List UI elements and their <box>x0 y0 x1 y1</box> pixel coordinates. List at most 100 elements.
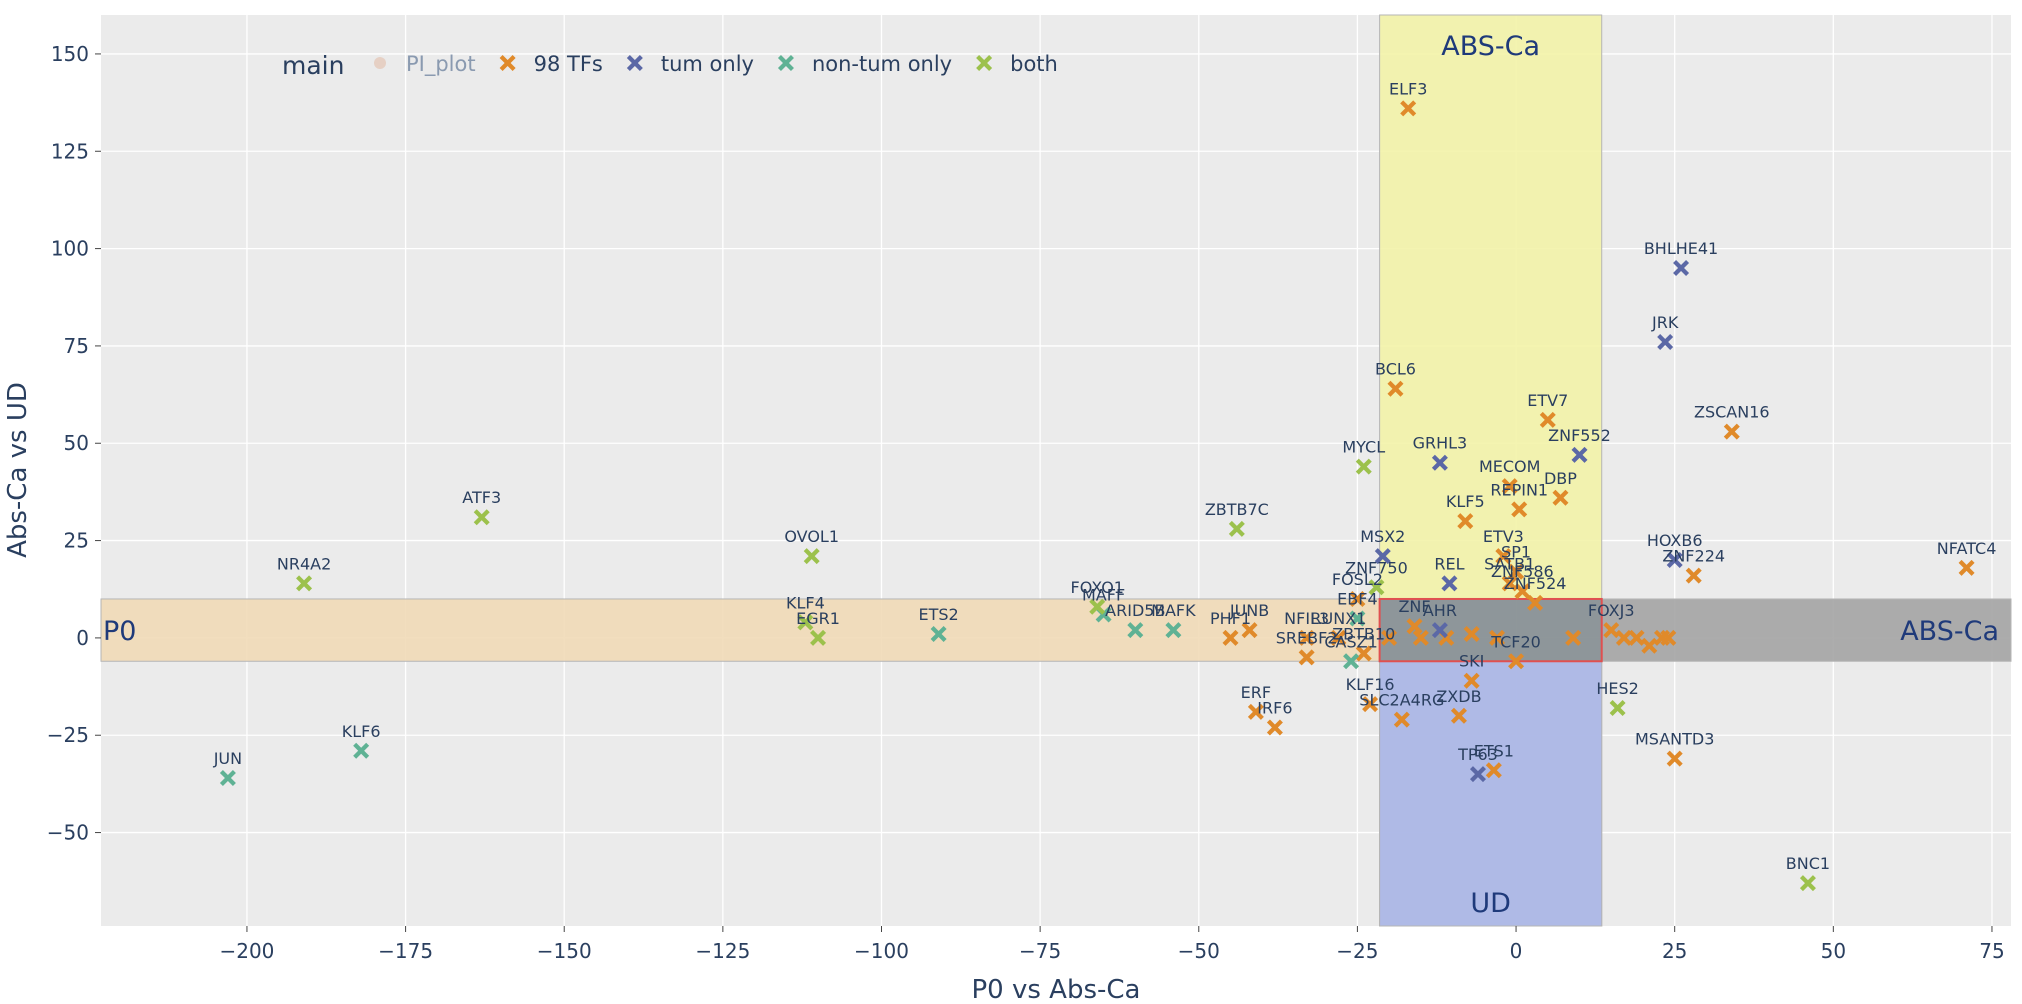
point-etv3 <box>1495 548 1512 565</box>
point-nfatc4 <box>1958 559 1975 576</box>
point-label-zscan16: ZSCAN16 <box>1694 403 1770 422</box>
x-tick-label: 25 <box>1662 939 1687 963</box>
point-label-zbtb10: ZBTB10 <box>1332 624 1395 643</box>
point-irf6 <box>1266 719 1283 736</box>
point-label-elf3: ELF3 <box>1389 79 1427 98</box>
point-label-foxj3: FOXJ3 <box>1588 601 1635 620</box>
point-mecom <box>1501 478 1518 495</box>
point-phf1 <box>1222 629 1239 646</box>
region-labels: ABS-Ca P0 ABS-Ca UD <box>103 31 1999 919</box>
region-p0 <box>100 598 1381 662</box>
point-erf <box>1247 703 1264 720</box>
point-egr1 <box>810 629 827 646</box>
point-dbp <box>1552 489 1569 506</box>
point-label-etv3: ETV3 <box>1483 527 1524 546</box>
point-msantd3 <box>1666 750 1683 767</box>
point-grhl3 <box>1431 454 1448 471</box>
point-label-casz1: CASZ1 <box>1324 632 1377 651</box>
point-znf586 <box>1514 583 1531 600</box>
point-mycl <box>1355 458 1372 475</box>
point-label-mafk: MAFK <box>1151 601 1196 620</box>
point-elf3 <box>1400 100 1417 117</box>
legend-label-98-tfs: 98 TFs <box>534 52 603 76</box>
legend-label-pi-plot: PI_plot <box>406 52 476 77</box>
legend-label-non-tum-only: non-tum only <box>812 52 952 76</box>
point-klf16 <box>1362 696 1379 713</box>
point-ets1 <box>1485 762 1502 779</box>
point-label-egr1: EGR1 <box>796 609 840 628</box>
point-runx1 <box>1330 629 1347 646</box>
point-repin1 <box>1511 501 1528 518</box>
y-tick-label: −25 <box>47 723 89 747</box>
point-label-mecom: MECOM <box>1479 457 1540 476</box>
point-label-znf750: ZNF750 <box>1345 558 1408 577</box>
point-klf5 <box>1457 513 1474 530</box>
point-label-phf1: PHF1 <box>1210 609 1251 628</box>
point-label-sp1: SP1 <box>1501 543 1531 562</box>
point-label-satb1: SATB1 <box>1484 554 1535 573</box>
point-ovol1 <box>803 548 820 565</box>
point-label-mycl: MYCL <box>1342 438 1385 457</box>
point-zscan16 <box>1723 423 1740 440</box>
point-label-znf586: ZNF586 <box>1491 562 1554 581</box>
point-label-ahr: AHR <box>1423 601 1457 620</box>
point-unlabeled <box>1565 629 1582 646</box>
point-label-rel: REL <box>1434 554 1464 573</box>
y-tick-label: 75 <box>64 334 89 358</box>
point-srebf2 <box>1298 649 1315 666</box>
point-unlabeled <box>1489 629 1506 646</box>
point-label-nr4a2: NR4A2 <box>277 554 331 573</box>
point-label-erf: ERF <box>1241 683 1271 702</box>
y-tick-label: 100 <box>51 237 89 261</box>
point-ahr <box>1431 622 1448 639</box>
point-label-nfatc4: NFATC4 <box>1937 539 1997 558</box>
x-tick-label: −175 <box>378 939 433 963</box>
point-rel <box>1441 575 1458 592</box>
point-mafk <box>1165 622 1182 639</box>
region-abs-ca <box>1601 598 2012 662</box>
point-label-junb: JUNB <box>1229 601 1269 620</box>
point-ski <box>1463 672 1480 689</box>
point-label-jun: JUN <box>213 749 242 768</box>
x-tick-label: −25 <box>1336 939 1378 963</box>
x-tick-label: −200 <box>219 939 274 963</box>
point-tp63 <box>1469 766 1486 783</box>
x-tick-label: −150 <box>537 939 592 963</box>
legend-title: main <box>282 51 344 80</box>
point-foxo1 <box>1089 598 1106 615</box>
point-arid5b <box>1127 622 1144 639</box>
point-label-bnc1: BNC1 <box>1786 854 1830 873</box>
x-tick-label: −75 <box>1019 939 1061 963</box>
point-label-znf: ZNF <box>1398 597 1430 616</box>
point-satb1 <box>1501 575 1518 592</box>
x-tick-label: 0 <box>1510 939 1523 963</box>
y-tick-label: −50 <box>47 821 89 845</box>
point-sp1 <box>1508 563 1525 580</box>
region-label-ud: UD <box>1470 888 1511 919</box>
y-tick-label: 25 <box>64 529 89 553</box>
point-znf224 <box>1685 567 1702 584</box>
point-label-msx2: MSX2 <box>1360 527 1405 546</box>
point-klf6 <box>353 742 370 759</box>
point-label-ski: SKI <box>1459 652 1484 671</box>
point-label-bhlhe41: BHLHE41 <box>1644 239 1718 258</box>
point-label-nfil3: NFIL3 <box>1284 609 1329 628</box>
region-ud <box>1379 660 1603 927</box>
point-znf750 <box>1368 579 1385 596</box>
region-label-abs-ca: ABS-Ca <box>1900 616 1999 647</box>
y-tick-label: 0 <box>76 626 89 650</box>
point-tcf20 <box>1508 653 1525 670</box>
point-unlabeled <box>1660 629 1677 646</box>
point-unlabeled <box>1615 629 1632 646</box>
point-zxdb <box>1450 707 1467 724</box>
point-label-arid5b: ARID5B <box>1105 601 1165 620</box>
point-fosl2 <box>1349 590 1366 607</box>
point-unlabeled <box>1412 629 1429 646</box>
point-label-maff: MAFF <box>1082 586 1125 605</box>
point-etv7 <box>1539 411 1556 428</box>
point-label-tcf20: TCF20 <box>1490 632 1541 651</box>
y-tick-label: 150 <box>51 42 89 66</box>
legend[interactable]: main PI_plot 98 TFs tum only non-tum only bo… <box>282 51 1058 80</box>
legend-marker-non-tum-only <box>777 55 794 71</box>
point-unlabeled <box>1628 629 1645 646</box>
